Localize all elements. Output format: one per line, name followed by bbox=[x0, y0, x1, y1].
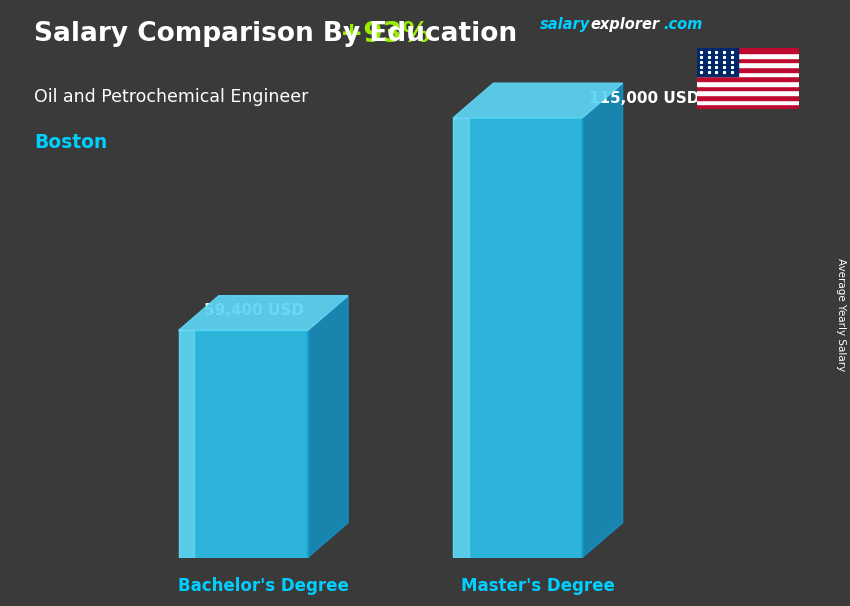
Text: 59,400 USD: 59,400 USD bbox=[204, 303, 304, 318]
Bar bbox=[697, 81, 799, 86]
Bar bbox=[697, 86, 799, 90]
Text: explorer: explorer bbox=[591, 17, 660, 32]
Bar bbox=[697, 53, 799, 58]
Bar bbox=[697, 72, 799, 76]
Polygon shape bbox=[308, 296, 348, 558]
Bar bbox=[697, 62, 799, 67]
Text: Bachelor's Degree: Bachelor's Degree bbox=[178, 578, 348, 596]
Text: .com: .com bbox=[663, 17, 702, 32]
Text: Average Yearly Salary: Average Yearly Salary bbox=[836, 259, 846, 371]
Text: salary: salary bbox=[540, 17, 590, 32]
Text: Boston: Boston bbox=[34, 133, 107, 152]
Text: 115,000 USD: 115,000 USD bbox=[589, 90, 699, 105]
Polygon shape bbox=[453, 118, 582, 558]
Bar bbox=[697, 48, 738, 76]
Polygon shape bbox=[453, 83, 622, 118]
Text: Master's Degree: Master's Degree bbox=[461, 578, 615, 596]
Text: +93%: +93% bbox=[339, 20, 429, 48]
Polygon shape bbox=[178, 330, 308, 558]
Text: Salary Comparison By Education: Salary Comparison By Education bbox=[34, 21, 517, 47]
Bar bbox=[697, 100, 799, 104]
Bar bbox=[697, 95, 799, 100]
Bar bbox=[697, 90, 799, 95]
Bar bbox=[697, 58, 799, 62]
Polygon shape bbox=[178, 330, 194, 558]
Bar bbox=[697, 67, 799, 72]
Polygon shape bbox=[582, 83, 622, 558]
Text: Oil and Petrochemical Engineer: Oil and Petrochemical Engineer bbox=[34, 88, 309, 106]
Bar bbox=[697, 104, 799, 109]
Polygon shape bbox=[453, 118, 468, 558]
Bar bbox=[697, 48, 799, 53]
Polygon shape bbox=[178, 296, 348, 330]
Bar bbox=[697, 76, 799, 81]
